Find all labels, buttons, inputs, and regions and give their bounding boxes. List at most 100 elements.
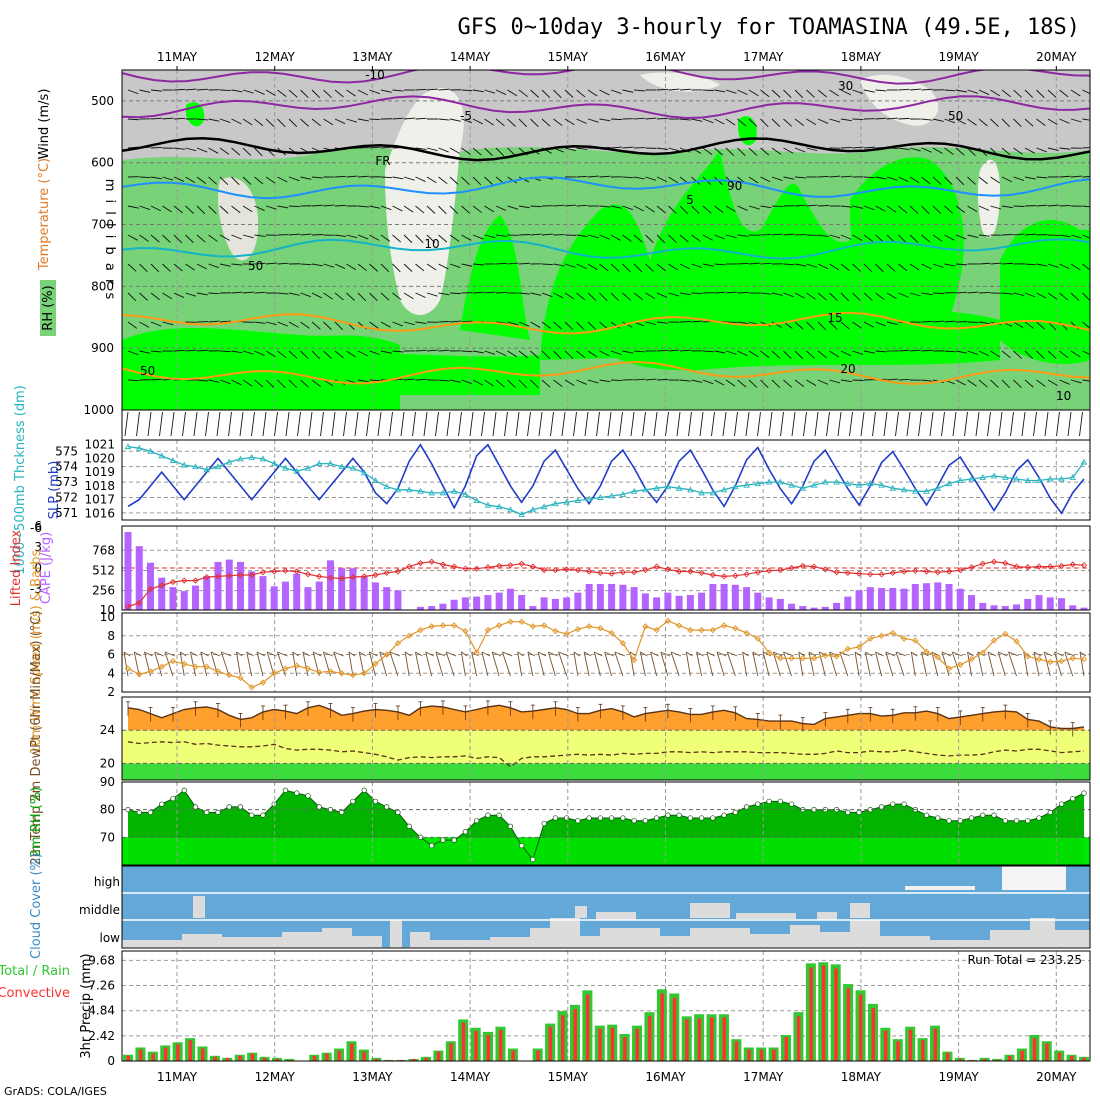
wind-barb — [944, 320, 956, 323]
surface-barb — [593, 651, 601, 677]
cloud-gap — [1030, 918, 1055, 948]
rh2m-point — [777, 798, 783, 805]
cape-bar — [180, 591, 188, 610]
wind-barb — [484, 118, 494, 126]
cape-bar — [473, 596, 481, 610]
pressure-tick-label: 1000 — [83, 403, 114, 417]
surface-barb — [895, 651, 905, 677]
cloud-gap — [850, 920, 880, 948]
wind-barb — [576, 292, 586, 301]
rh2m-point — [631, 818, 637, 824]
wind-barb — [760, 262, 772, 265]
thickness-point — [225, 458, 233, 465]
wind-barb — [208, 379, 220, 383]
wind-barb — [656, 263, 666, 272]
wind-barb — [668, 88, 680, 91]
cape-bar — [889, 587, 897, 610]
wind-barb — [668, 234, 677, 243]
wind-barb — [277, 350, 287, 359]
surface-barb-flag — [614, 651, 626, 657]
precip-convective-bar — [685, 1019, 689, 1061]
wind-barb — [449, 234, 460, 242]
wind-barb — [288, 176, 300, 182]
cape-bar — [675, 595, 683, 610]
lifted-index-point — [541, 566, 548, 574]
wind-barb — [1070, 292, 1080, 301]
rh2m-point — [395, 809, 401, 816]
wind-barb — [380, 89, 392, 93]
surface-wind-barb — [205, 411, 209, 437]
surface-wind-barb — [941, 411, 945, 437]
pressure-tick-label: 800 — [91, 279, 114, 293]
surface-barb-flag — [670, 651, 682, 657]
wind-barb — [300, 379, 309, 388]
wind-barb — [231, 379, 242, 386]
panel-frame — [121, 696, 1091, 781]
wind-barb — [1001, 89, 1011, 98]
cape-bar — [754, 592, 762, 610]
surface-wind-barb — [1033, 411, 1037, 437]
wind-barb — [576, 89, 586, 98]
surface-wind-barb — [734, 411, 738, 437]
wind-barb — [587, 118, 599, 123]
wind-barb — [863, 176, 876, 179]
wind-barb — [725, 118, 736, 126]
panel-frame — [121, 439, 1091, 521]
surface-barb-flag — [277, 651, 288, 657]
cape-bar — [799, 606, 807, 610]
wind-barb — [622, 292, 632, 301]
surface-wind-barb — [814, 411, 819, 437]
wind-barb — [277, 262, 289, 265]
wind-barb — [944, 89, 956, 92]
wind-barb — [150, 263, 160, 273]
wind-barb — [967, 176, 976, 185]
wind-barb — [495, 205, 507, 211]
wind-speed-point — [1035, 656, 1043, 663]
wind-barb — [1036, 292, 1047, 299]
wind-barb — [702, 205, 712, 214]
wind-barb — [530, 292, 542, 296]
wind-barb — [840, 147, 853, 149]
surface-barb-flag — [706, 651, 716, 657]
cloud-gap — [430, 940, 490, 948]
wind-barb — [369, 205, 381, 209]
wind-speed-point — [428, 623, 435, 630]
wind-barb — [955, 89, 967, 93]
wind-speed-point — [878, 632, 885, 639]
surface-barb-flag — [292, 651, 299, 657]
wind-barb — [725, 291, 737, 294]
wind-speed-point — [451, 622, 458, 629]
wind-barb — [1024, 379, 1034, 388]
surface-wind-barb — [389, 411, 393, 437]
cape-bar — [866, 587, 874, 610]
wind-barb — [599, 321, 609, 330]
wind-barb — [990, 379, 999, 388]
surface-barb-flag — [716, 651, 727, 657]
wind-speed-point — [496, 622, 503, 629]
wind-barb — [518, 234, 531, 236]
surface-barb-flag — [885, 651, 895, 657]
wind-barb — [978, 89, 990, 96]
wind-barb — [852, 321, 862, 329]
cape-bar — [844, 596, 852, 610]
wind-barb — [242, 205, 253, 213]
surface-barb-flag — [1064, 651, 1075, 657]
rh2m-point — [552, 815, 559, 821]
surface-wind-barb — [676, 411, 681, 437]
rh2m-point — [451, 837, 457, 843]
wind-barb — [599, 205, 611, 208]
surface-barb — [445, 651, 455, 677]
surface-wind-barb — [216, 411, 221, 437]
wind-barb — [1001, 205, 1013, 209]
pressure-tick-label: 900 — [91, 341, 114, 355]
wind-barb — [714, 89, 726, 93]
precip-convective-bar — [821, 965, 826, 1061]
wind-speed-point — [799, 655, 806, 662]
lifted-index-point — [945, 568, 953, 575]
surface-wind-barb — [1010, 411, 1014, 437]
thickness-point — [732, 483, 739, 490]
wind-barb — [127, 292, 137, 302]
precip-convective-bar — [710, 1017, 714, 1061]
surface-barb — [1054, 651, 1062, 677]
